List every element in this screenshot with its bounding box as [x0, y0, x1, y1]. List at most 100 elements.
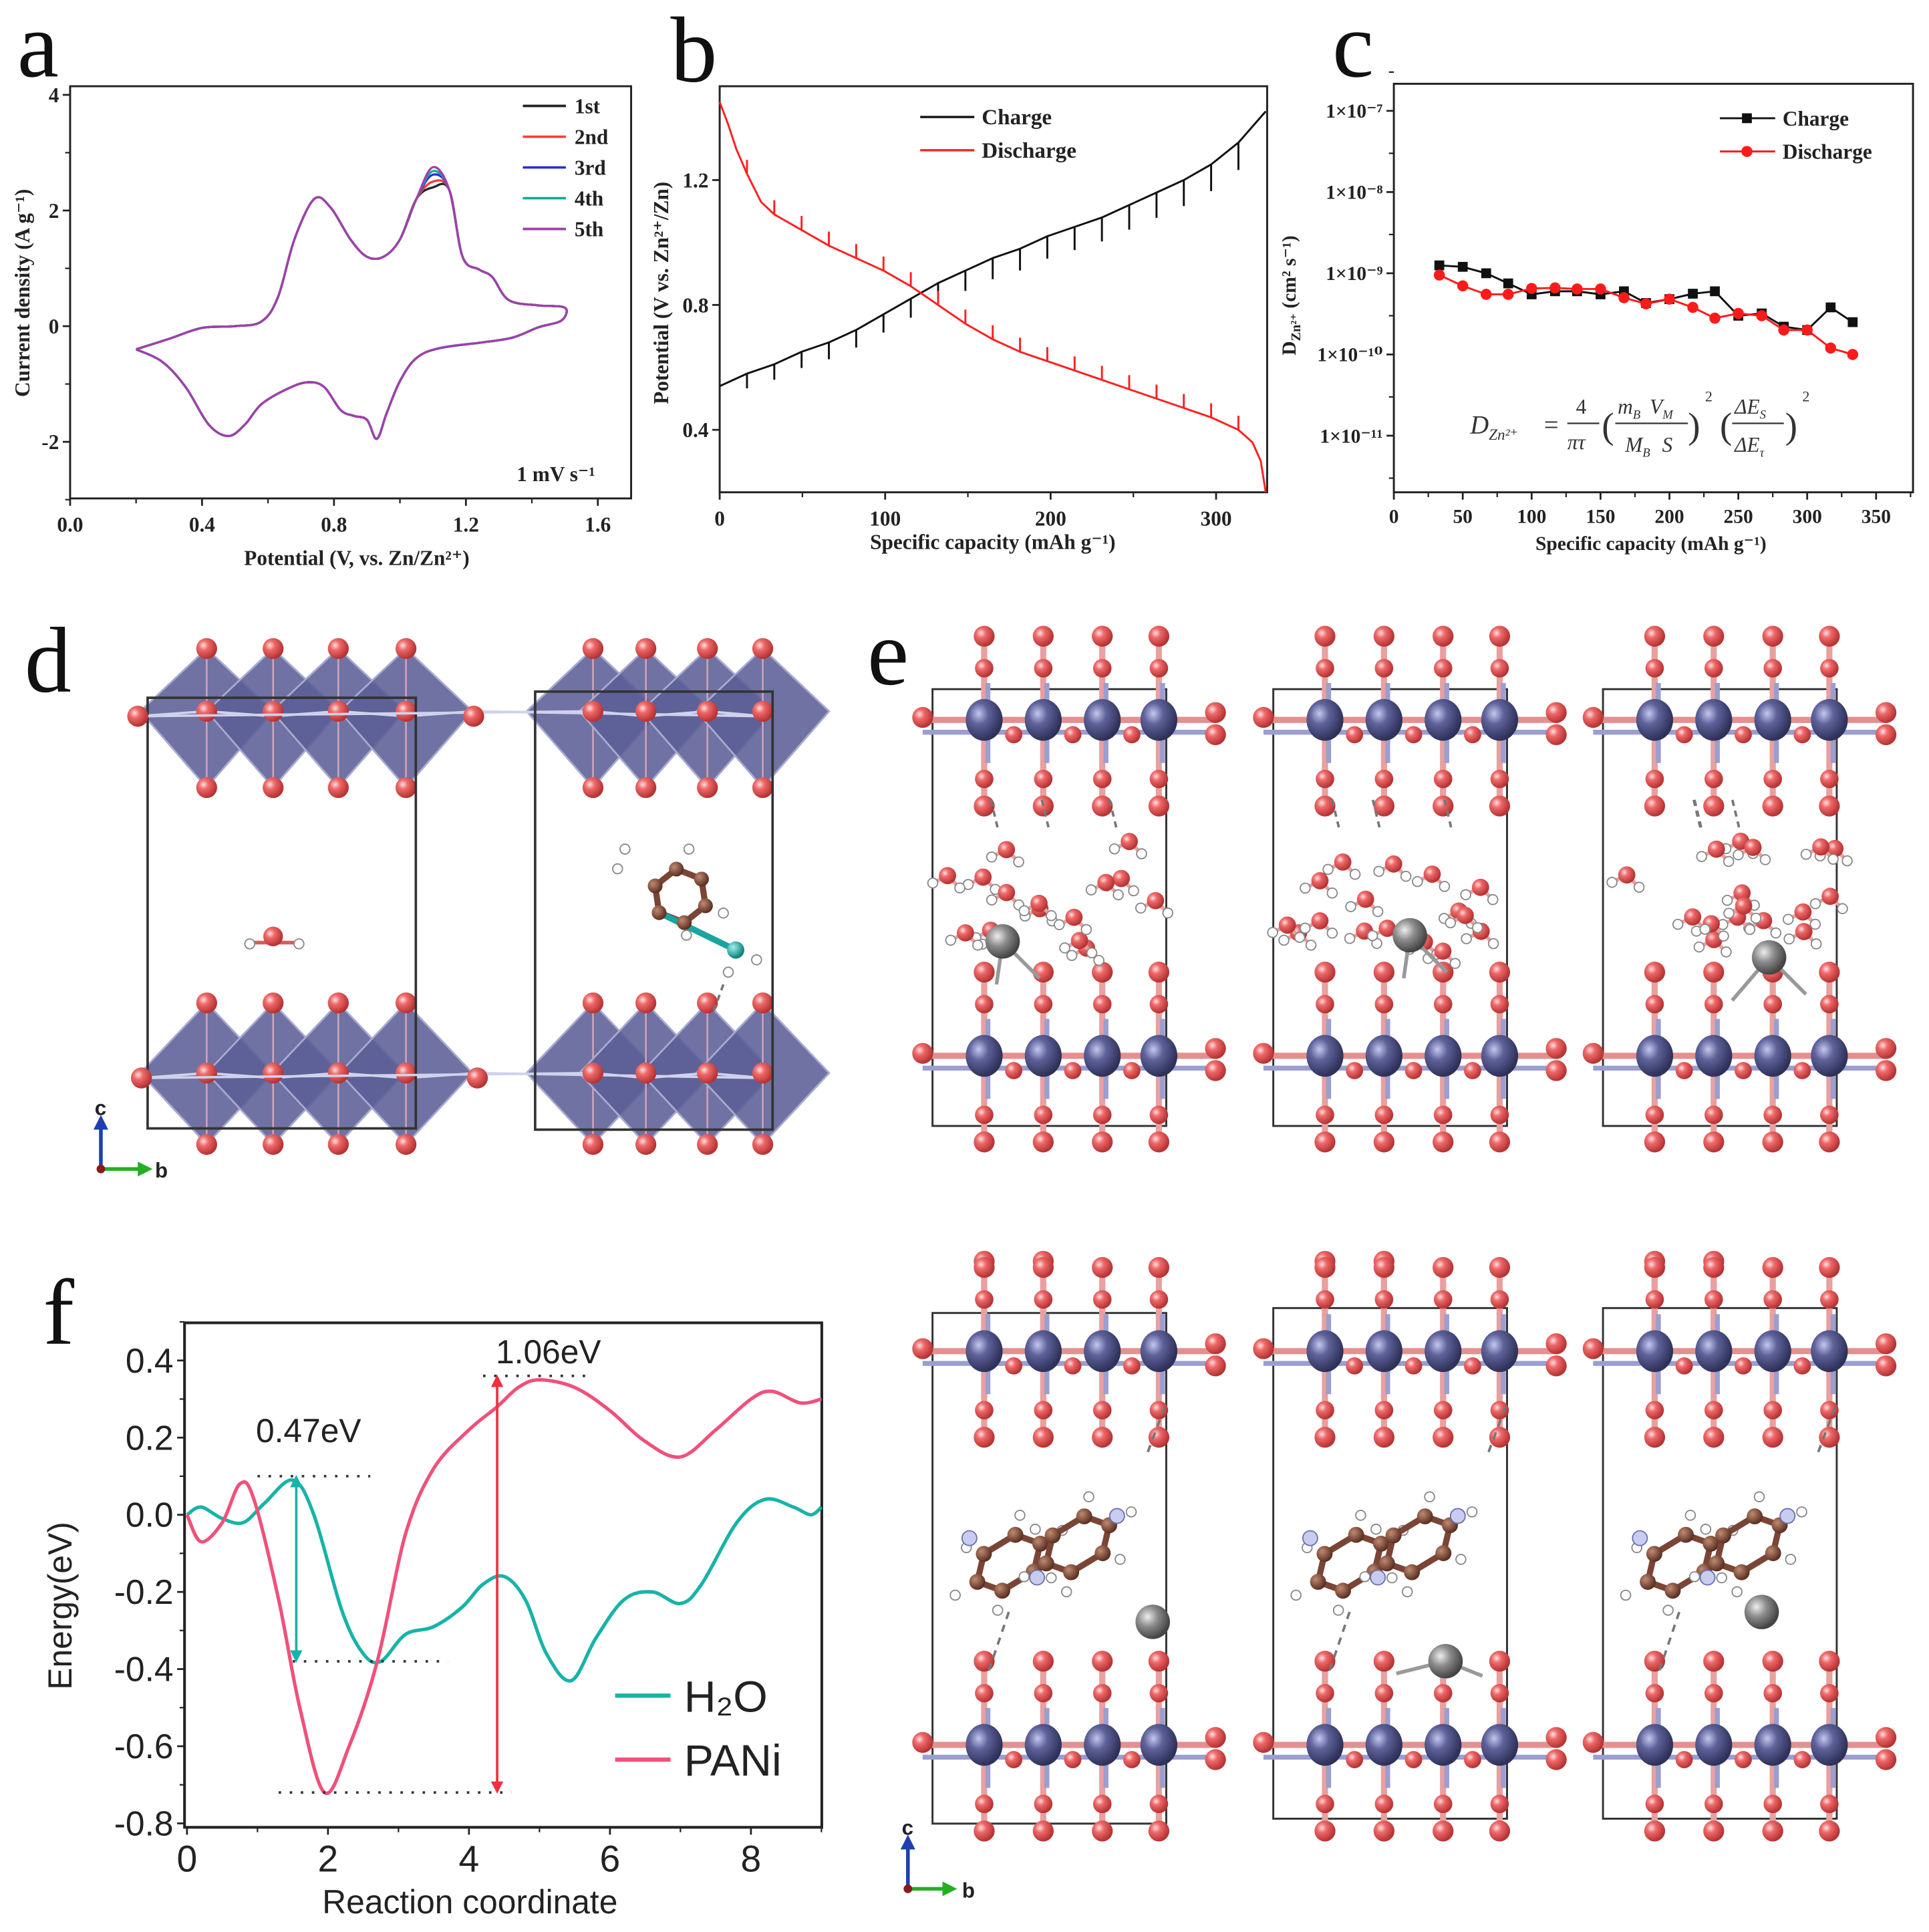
carbon-atom	[1372, 1535, 1389, 1552]
x-tick-label: 0.0	[57, 513, 83, 537]
vo-layer	[1253, 962, 1567, 1153]
oxygen-atom	[1875, 1333, 1897, 1355]
vanadium-atom	[1754, 1723, 1791, 1766]
oxygen-atom	[395, 1063, 417, 1084]
oxygen-atom	[975, 1105, 994, 1125]
axis-indicator-e: c b a	[900, 1816, 975, 1902]
hydrogen-atom	[1460, 889, 1471, 901]
panel-b-gitt-chart: 0 100 200 300 0.4 0.8 1.2 Specific capacity (mA…	[649, 85, 1268, 553]
oxygen-atom	[1373, 1427, 1394, 1448]
oxygen-atom	[1147, 891, 1165, 910]
hydrogen-bond	[1657, 1611, 1680, 1674]
oxygen-atom	[1820, 1794, 1839, 1814]
oxygen-atom	[1423, 865, 1441, 883]
barrier-label: 1.06eV	[496, 1333, 601, 1371]
paren: )	[1785, 406, 1797, 446]
oxygen-atom	[1149, 1105, 1169, 1125]
hydrogen-atom	[1445, 917, 1457, 929]
oxygen-atom	[1703, 1256, 1725, 1278]
cv-curve-2nd	[135, 179, 568, 440]
data-point-Charge	[1457, 261, 1468, 272]
y-tick-label: 0.4	[126, 1341, 174, 1380]
hydrogen-atom	[681, 930, 692, 941]
oxygen-atom	[1433, 1290, 1453, 1309]
vanadium-atom	[966, 1723, 1003, 1766]
oxygen-atom	[1464, 1062, 1481, 1079]
oxygen-atom	[1205, 1727, 1226, 1748]
oxygen-atom	[975, 1794, 994, 1814]
nitrogen-atom	[1370, 1569, 1386, 1586]
hydrogen-atom	[972, 940, 984, 951]
oxygen-atom	[974, 626, 995, 647]
carbon-atom	[1765, 1545, 1781, 1562]
legend-label-3rd: 3rd	[575, 156, 607, 180]
hydrogen-atom	[244, 938, 256, 950]
oxygen-atom	[1092, 659, 1112, 678]
energy-curve-h2o	[186, 1478, 823, 1683]
oxygen-atom	[1070, 932, 1088, 950]
oxygen-atom	[1762, 1427, 1783, 1448]
oxygen-atom	[635, 1133, 657, 1155]
vanadium-atom	[966, 1034, 1003, 1077]
x-tick-label: 300	[1201, 507, 1232, 530]
oxygen-atom	[752, 1133, 774, 1155]
oxygen-atom	[1374, 769, 1394, 789]
hydrogen-bond	[1817, 1402, 1838, 1453]
hydrogen-atom	[1809, 898, 1821, 910]
oxygen-atom	[1314, 1256, 1336, 1278]
oxygen-atom	[1820, 1290, 1839, 1309]
oxygen-atom	[1704, 1794, 1723, 1814]
oxygen-atom	[1545, 1333, 1567, 1355]
unit-cell	[146, 696, 418, 1130]
legend-marker-Discharge	[1741, 146, 1753, 157]
hydrogen-atom	[1684, 1510, 1696, 1521]
data-point-Discharge	[1756, 310, 1767, 321]
data-point-Discharge	[1572, 283, 1583, 295]
x-tick-label: 50	[1453, 507, 1472, 528]
bond	[1713, 1513, 1783, 1576]
y-axis-label: Energy(eV)	[41, 1522, 79, 1689]
data-point-Discharge	[1664, 293, 1675, 305]
carbon-atom	[1348, 1526, 1364, 1543]
oxygen-atom	[1205, 724, 1226, 746]
oxygen-atom	[1373, 1651, 1394, 1672]
oxygen-atom	[912, 1043, 933, 1064]
hydrogen-atom	[1699, 924, 1711, 935]
y-tick-label: 1×10⁻⁷	[1326, 101, 1382, 122]
hydrogen-atom	[1294, 932, 1306, 944]
panel-label-f: f	[43, 1261, 74, 1365]
hydrogen-atom	[1693, 941, 1705, 953]
oxygen-atom	[1314, 1427, 1336, 1448]
oxygen-atom	[1490, 1290, 1509, 1309]
carbon-atom	[1747, 1508, 1763, 1525]
oxygen-atom	[1404, 1751, 1423, 1768]
vanadium-atom	[1140, 1723, 1178, 1766]
y-tick-label: -2	[41, 430, 59, 454]
hydrogen-bond	[986, 1611, 1010, 1674]
hydrogen-atom	[1796, 1506, 1807, 1518]
panel-label-d: d	[25, 609, 71, 712]
hydrogen-atom	[1300, 882, 1311, 894]
oxygen-atom	[1545, 1060, 1567, 1081]
hydrogen-atom	[1827, 853, 1839, 865]
hydrogen-atom	[945, 934, 957, 946]
hydrogen-atom	[1455, 1554, 1467, 1565]
oxygen-atom	[1373, 962, 1394, 983]
hydrogen-atom	[1744, 924, 1756, 936]
oxygen-atom	[1489, 1256, 1511, 1278]
oxygen-atom	[1433, 769, 1453, 789]
oxygen-atom	[1034, 994, 1053, 1014]
vanadium-atom	[1365, 1034, 1402, 1077]
oxygen-atom	[1875, 724, 1897, 746]
oxygen-atom	[1735, 897, 1753, 915]
hydrogen-atom	[1439, 881, 1451, 892]
x-tick-label: 250	[1724, 507, 1753, 528]
oxygen-atom	[1644, 626, 1666, 647]
x-tick-label: 8	[741, 1838, 762, 1880]
data-point-Charge	[1825, 302, 1836, 313]
oxygen-atom	[1316, 1794, 1334, 1814]
vanadium-atom	[1024, 698, 1062, 741]
vanadium-atom	[1425, 1723, 1462, 1766]
y-tick-label: 2	[49, 199, 59, 223]
